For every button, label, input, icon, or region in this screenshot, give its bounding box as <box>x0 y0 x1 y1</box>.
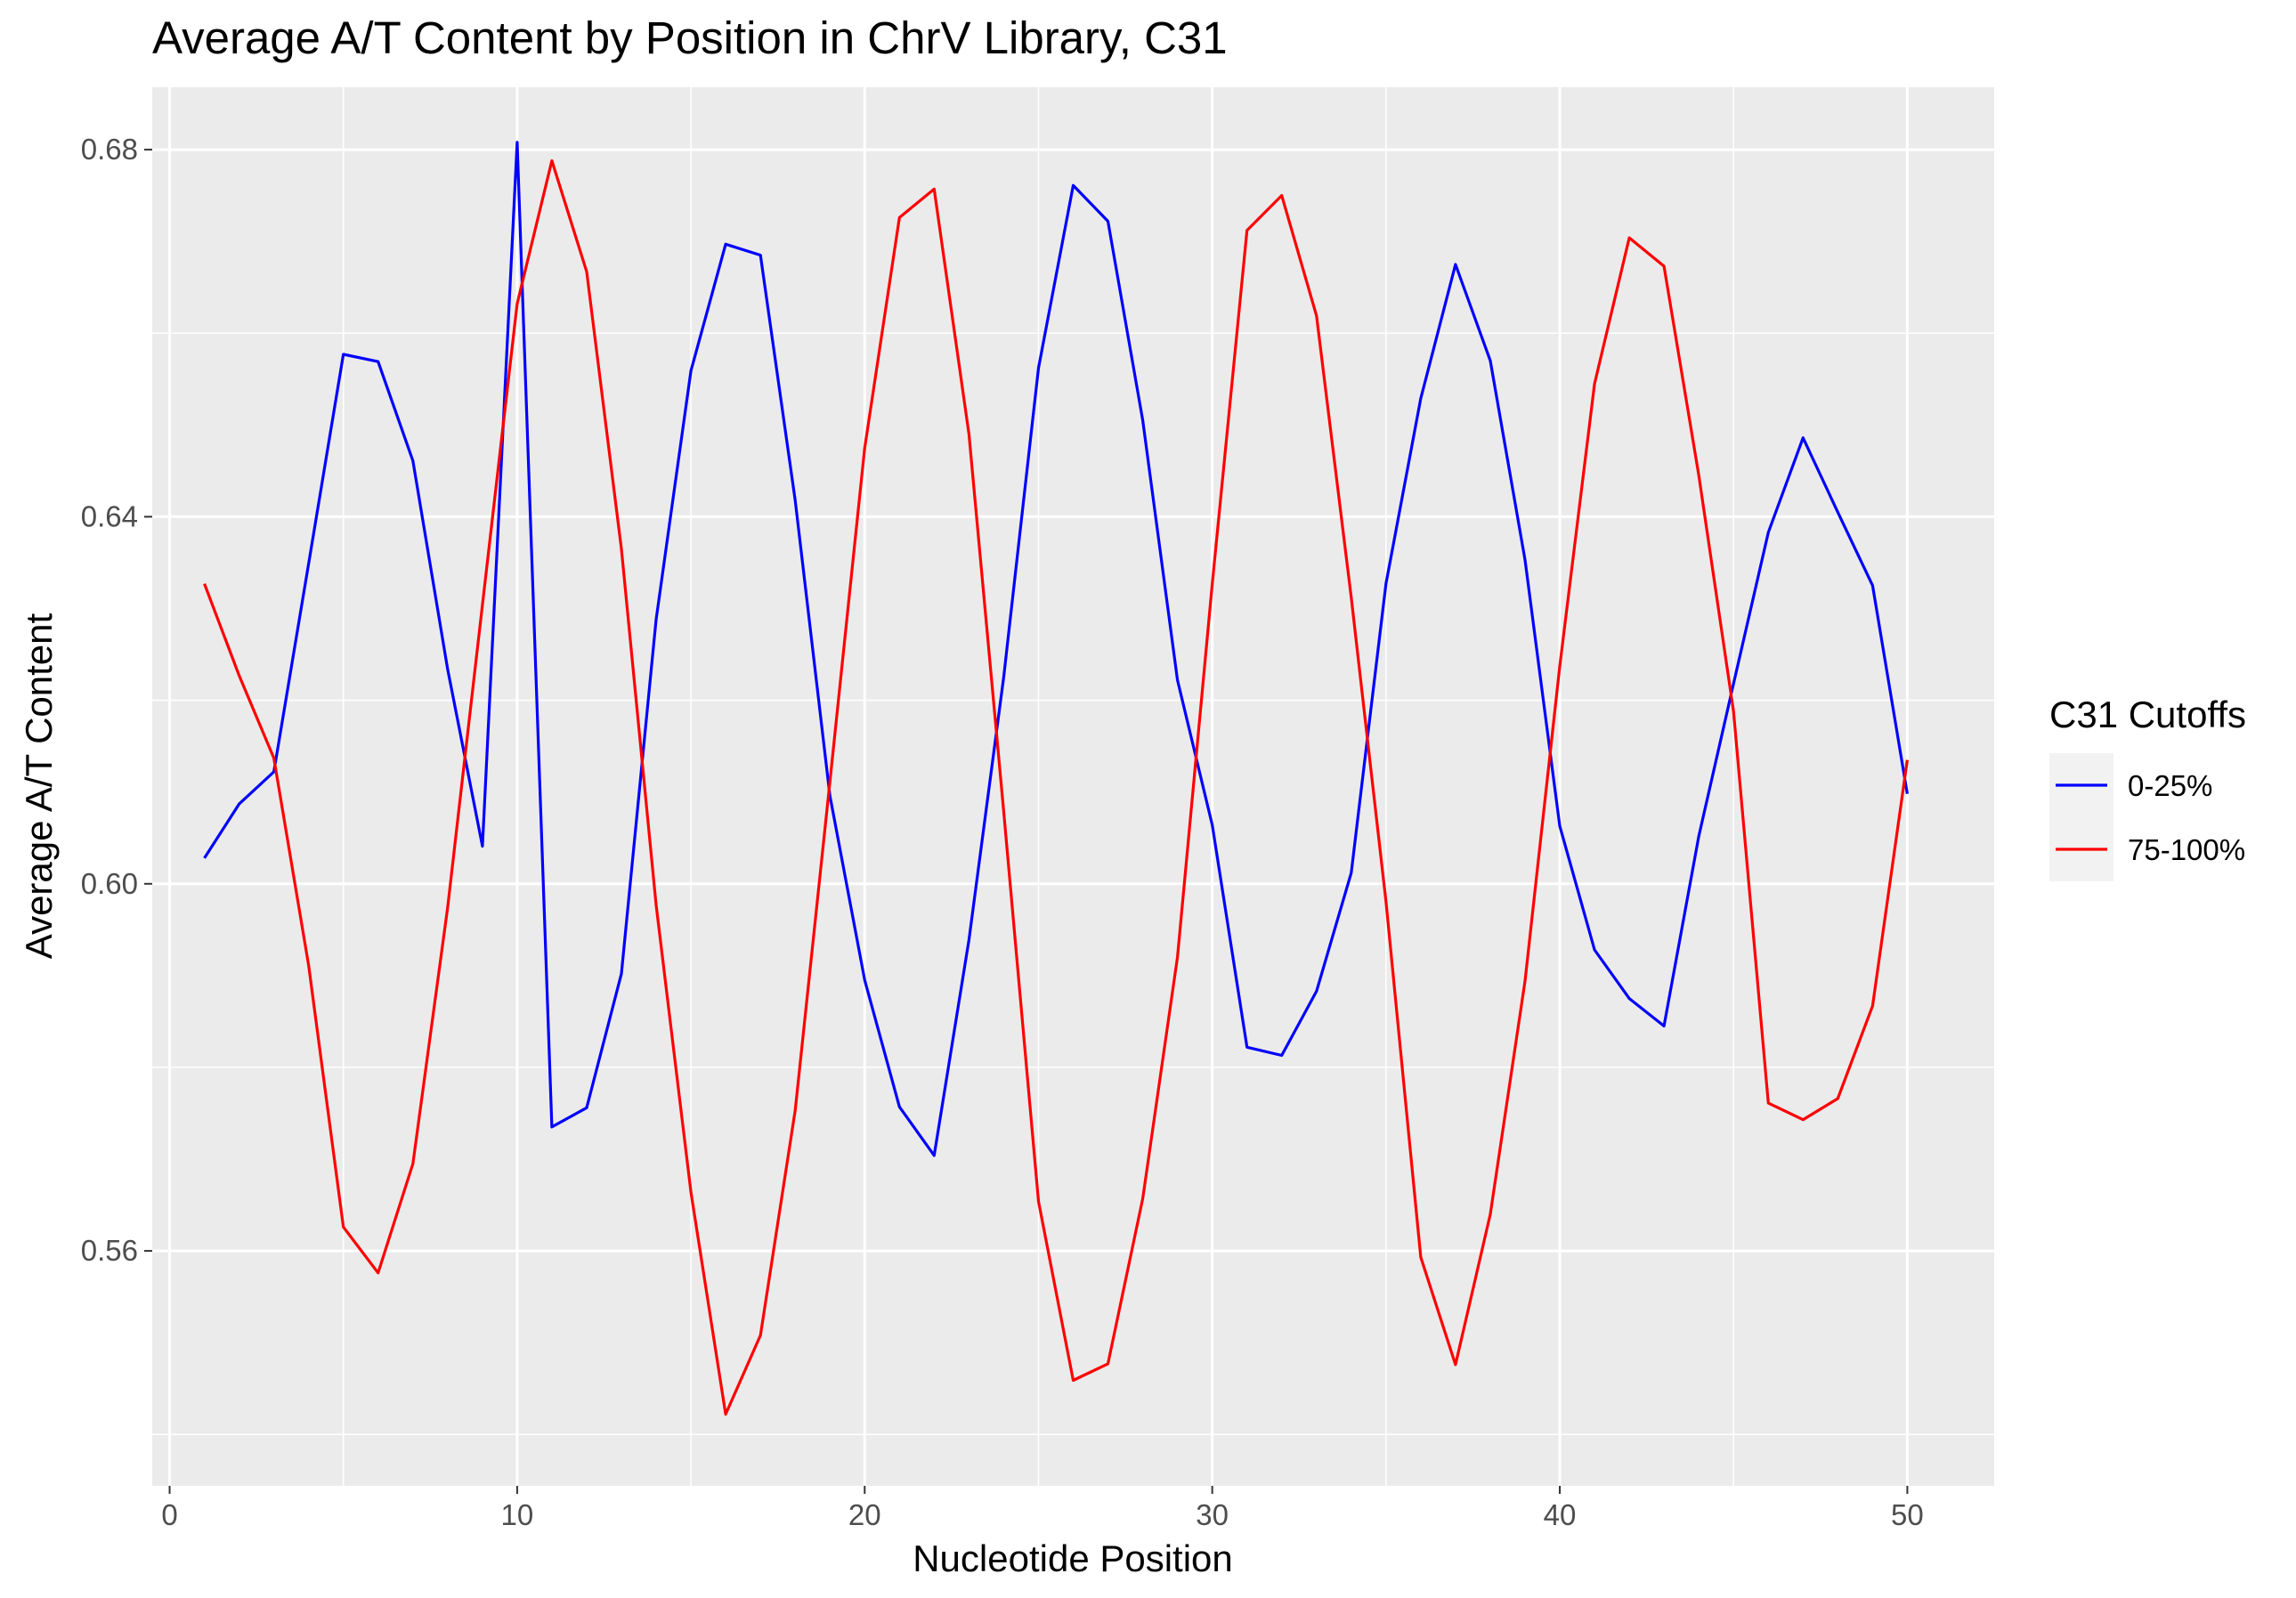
y-axis-title: Average A/T Content <box>18 612 60 959</box>
axis-ticks: 0 10 20 30 40 50 0.56 0.60 0.64 0.68 <box>81 133 1924 1531</box>
legend-label: 0-25% <box>2128 769 2212 802</box>
series-lines <box>203 141 1909 1416</box>
x-tick-label: 0 <box>161 1498 177 1531</box>
x-tick-label: 20 <box>848 1498 881 1531</box>
legend: C31 Cutoffs 0-25% 75-100% <box>2049 694 2246 881</box>
series-line-0-25- <box>203 141 1909 1157</box>
x-tick-label: 10 <box>501 1498 534 1531</box>
y-tick-label: 0.60 <box>81 867 138 900</box>
x-tick-label: 40 <box>1544 1498 1577 1531</box>
plot-panel <box>152 87 1994 1486</box>
y-tick-label: 0.68 <box>81 133 138 166</box>
x-tick-label: 50 <box>1891 1498 1924 1531</box>
x-tick-label: 30 <box>1196 1498 1229 1531</box>
y-tick-label: 0.56 <box>81 1234 138 1267</box>
x-axis-title: Nucleotide Position <box>913 1537 1233 1579</box>
legend-title: C31 Cutoffs <box>2049 694 2246 735</box>
chart-title: Average A/T Content by Position in ChrV … <box>152 12 1228 63</box>
series-line-75-100- <box>203 158 1909 1416</box>
legend-label: 75-100% <box>2128 833 2245 866</box>
y-tick-label: 0.64 <box>81 499 138 532</box>
grid <box>152 87 1994 1486</box>
